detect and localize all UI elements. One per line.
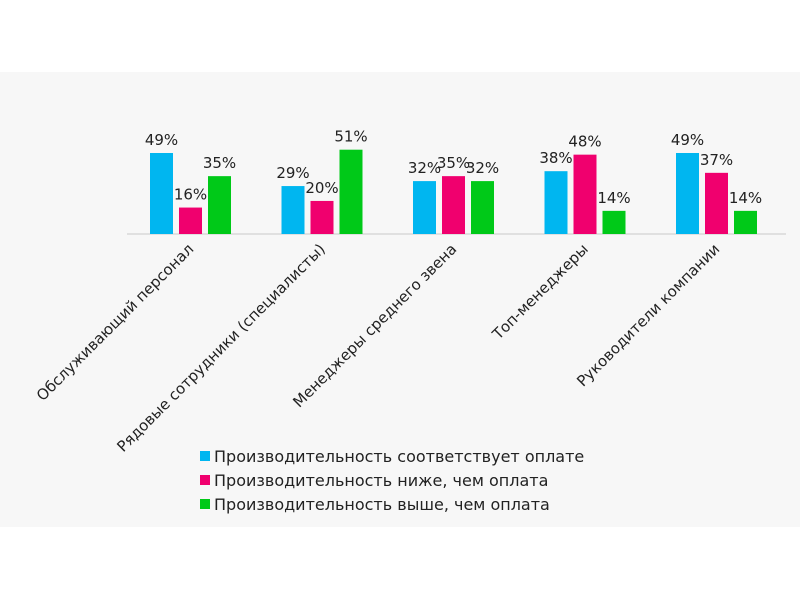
bar-3-1 (573, 154, 597, 234)
data-label-1-0: 29% (276, 164, 309, 182)
legend-item-2[interactable]: Производительность выше, чем оплата (200, 492, 584, 516)
bar-0-1 (179, 207, 202, 234)
data-label-3-2: 14% (597, 189, 630, 207)
category-label-1: Рядовые сотрудники (специалисты) (113, 240, 328, 455)
bar-4-2 (734, 210, 757, 234)
data-label-2-2: 32% (466, 159, 499, 177)
legend-swatch-2 (200, 499, 210, 509)
data-label-4-1: 37% (700, 151, 733, 169)
bar-2-1 (442, 176, 465, 234)
category-label-0: Обслуживающий персонал (33, 240, 198, 405)
bar-2-2 (471, 181, 494, 234)
legend-item-0[interactable]: Производительность соответствует оплате (200, 444, 584, 468)
data-label-4-2: 14% (729, 189, 762, 207)
data-labels-group: 49%16%35%29%20%51%32%35%32%38%48%14%49%3… (145, 128, 762, 207)
legend-item-1[interactable]: Производительность ниже, чем оплата (200, 468, 584, 492)
data-label-3-1: 48% (568, 133, 601, 151)
data-label-1-1: 20% (305, 179, 338, 197)
data-label-0-2: 35% (203, 154, 236, 172)
legend-label-0: Производительность соответствует оплате (214, 446, 585, 466)
bar-2-0 (413, 181, 436, 234)
data-label-3-0: 38% (539, 149, 572, 167)
bar-0-0 (150, 153, 173, 234)
bar-3-0 (544, 171, 568, 234)
legend-swatch-0 (200, 451, 210, 461)
chart-panel (0, 72, 800, 527)
bar-0-2 (208, 176, 231, 234)
bar-4-0 (676, 153, 699, 234)
legend-label-1: Производительность ниже, чем оплата (214, 470, 549, 490)
bar-1-0 (281, 186, 305, 234)
data-label-0-0: 49% (145, 131, 178, 149)
legend-swatch-1 (200, 475, 210, 485)
data-label-2-0: 32% (408, 159, 441, 177)
data-label-4-0: 49% (671, 131, 704, 149)
data-label-1-2: 51% (334, 128, 367, 146)
data-label-2-1: 35% (437, 154, 470, 172)
bar-1-1 (310, 200, 334, 234)
bar-3-2 (602, 210, 626, 234)
bar-4-1 (705, 172, 728, 234)
bar-1-2 (339, 149, 363, 234)
legend: Производительность соответствует оплате … (200, 444, 584, 516)
data-label-0-1: 16% (174, 186, 207, 204)
category-label-4: Руководители компании (573, 240, 723, 390)
category-label-3: Топ-менеджеры (488, 240, 592, 344)
legend-label-2: Производительность выше, чем оплата (214, 494, 550, 514)
bars-group (150, 149, 757, 234)
